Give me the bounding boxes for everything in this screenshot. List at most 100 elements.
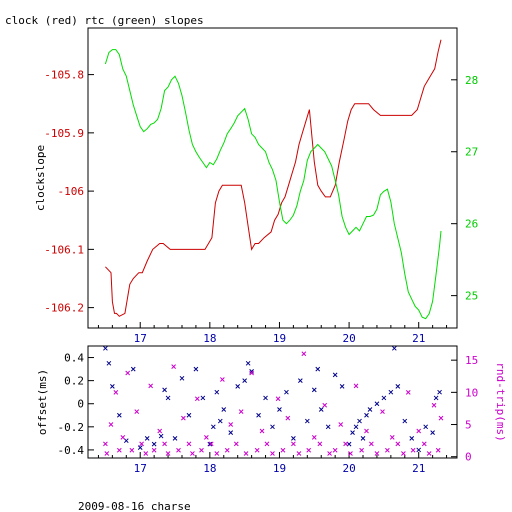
- offset-point: [242, 378, 248, 383]
- y-tick-label: 0.2: [64, 375, 84, 388]
- offset-point: [235, 384, 241, 389]
- x-tick-label: 19: [273, 332, 286, 345]
- rnd-trip-point: [374, 451, 380, 456]
- rnd-trip-point: [348, 451, 353, 456]
- offset-point: [388, 389, 394, 395]
- rnd-trip-point: [176, 447, 181, 453]
- rnd-trip-point: [332, 447, 338, 453]
- y2-tick-label: 0: [465, 451, 472, 464]
- y-tick-label: -106: [58, 185, 85, 198]
- rnd-trip-point: [291, 441, 296, 447]
- clock-slope-line: [105, 39, 442, 317]
- rnd-trip-point: [194, 396, 200, 402]
- rnd-trip-point: [389, 435, 395, 440]
- rnd-trip-point: [259, 428, 265, 434]
- y-tick-label: 0: [77, 398, 84, 411]
- y-tick-label: -105.9: [44, 127, 84, 140]
- rnd-trip-point: [186, 441, 192, 447]
- offset-point: [270, 424, 275, 430]
- offset-point: [430, 430, 435, 435]
- y-tick-label: -106.2: [44, 302, 84, 315]
- rnd-trip-point: [113, 389, 119, 395]
- bottom-y2label: rnd-trip(ms): [494, 362, 507, 441]
- offset-point: [144, 436, 150, 441]
- chart-title: clock (red) rtc (green) slopes: [5, 14, 204, 27]
- offset-point: [357, 418, 362, 424]
- offset-point: [165, 395, 171, 401]
- y2-tick-label: 25: [465, 290, 478, 303]
- top-ylabel: clockslope: [34, 145, 47, 211]
- x-tick-label: 21: [412, 332, 425, 345]
- rnd-trip-point: [311, 435, 317, 440]
- rnd-trip-point: [317, 441, 323, 447]
- rnd-trip-point: [199, 447, 204, 453]
- offset-point: [315, 366, 321, 372]
- top-plot-frame: [87, 27, 458, 329]
- rnd-trip-point: [438, 415, 444, 421]
- y2-tick-label: 5: [465, 419, 472, 432]
- rnd-trip-point: [285, 415, 291, 421]
- offset-point: [193, 366, 199, 372]
- offset-point: [130, 366, 136, 372]
- rnd-trip-point: [327, 451, 332, 456]
- offset-point: [332, 372, 338, 378]
- rnd-trip-point: [364, 428, 369, 434]
- rnd-trip-point: [359, 447, 364, 453]
- rnd-trip-point: [129, 447, 135, 453]
- offset-point: [291, 436, 296, 441]
- rnd-trip-point: [435, 447, 441, 453]
- y2-tick-label: 15: [465, 354, 478, 367]
- rnd-trip-point: [108, 422, 114, 427]
- rnd-trip-point: [421, 441, 427, 447]
- rnd-trip-point: [322, 402, 328, 408]
- offset-point: [350, 430, 355, 435]
- bottom-axes: 17 18 19 20 21 0.4 0.2 0 -0.2 -0.4 15 10 5 0: [58, 352, 479, 475]
- y-tick-label: 0.4: [64, 352, 84, 365]
- offset-point: [210, 424, 216, 430]
- offset-point: [297, 378, 303, 383]
- rnd-trip-point: [301, 351, 307, 357]
- rnd-trip-point: [162, 441, 167, 447]
- rnd-trip-point: [208, 441, 214, 447]
- rnd-trip-point: [369, 441, 374, 447]
- offset-point: [437, 389, 442, 395]
- offset-point: [256, 412, 261, 418]
- rnd-trip-point: [204, 435, 209, 440]
- bottom-plot-frame: [87, 345, 458, 459]
- rnd-trip-point: [220, 377, 225, 382]
- y2-tick-label: 27: [465, 146, 478, 159]
- offset-point: [123, 438, 129, 444]
- offset-point: [402, 418, 408, 424]
- offset-point: [214, 389, 220, 395]
- offset-point: [381, 395, 387, 401]
- offset-point: [395, 384, 401, 389]
- rnd-trip-point: [134, 409, 140, 415]
- rnd-trip-point: [228, 422, 234, 427]
- x-tick-label: 18: [203, 462, 216, 475]
- offset-point: [200, 395, 206, 401]
- rtc-slope-line: [104, 49, 442, 320]
- offset-point: [103, 345, 108, 351]
- offset-point: [311, 387, 317, 393]
- bottom-ylabel: offset(ms): [36, 369, 49, 435]
- offset-point: [217, 418, 223, 424]
- offset-point: [391, 345, 397, 351]
- rnd-trip-point: [306, 447, 312, 453]
- rnd-trip-point: [104, 451, 110, 456]
- rnd-trip-point: [426, 451, 432, 456]
- rnd-trip-point: [385, 447, 390, 453]
- x-tick-label: 17: [134, 332, 147, 345]
- rnd-trip-point: [296, 451, 302, 456]
- offset-point: [221, 407, 227, 412]
- rnd-trip-point: [148, 383, 154, 389]
- offset-point: [360, 436, 366, 441]
- rnd-trip-point: [151, 447, 157, 453]
- rnd-trip-point: [139, 441, 144, 447]
- x-tick-label: 20: [342, 332, 355, 345]
- rnd-trip-point: [280, 447, 286, 453]
- offset-point: [110, 384, 115, 389]
- offset-point: [172, 436, 178, 441]
- top-series: [104, 39, 442, 320]
- rnd-trip-point: [353, 383, 359, 389]
